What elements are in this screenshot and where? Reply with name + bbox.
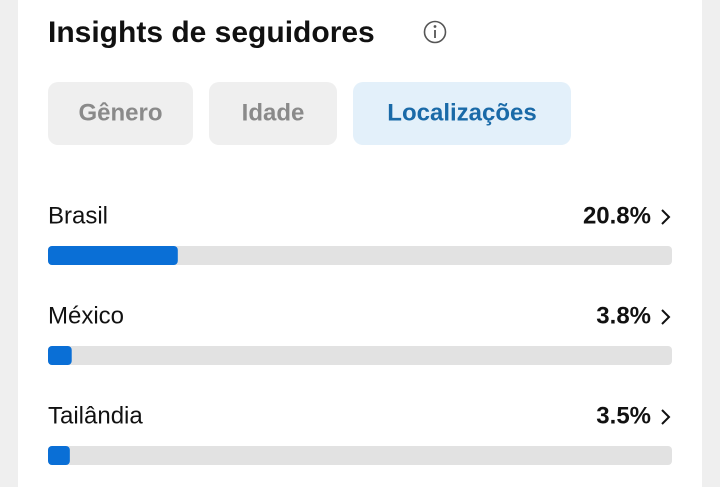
tab-selected[interactable]: Localizações <box>353 82 571 145</box>
location-name: México <box>48 302 124 329</box>
bar-track <box>48 446 672 465</box>
value-label: 3.8% <box>596 302 651 329</box>
bar <box>48 346 72 365</box>
section-title: Insights de seguidores <box>48 16 375 49</box>
bar-track <box>48 246 672 265</box>
tab-label: Localizações <box>387 99 536 126</box>
tab-label: Gênero <box>78 99 162 126</box>
bar <box>48 246 178 265</box>
location-name: Brasil <box>48 202 108 229</box>
tab[interactable]: Gênero <box>48 82 193 145</box>
value-label: 20.8% <box>583 202 651 229</box>
tab[interactable]: Idade <box>209 82 337 145</box>
card <box>18 0 702 487</box>
info-icon[interactable] <box>423 20 447 44</box>
chevron <box>661 409 671 425</box>
location-name: Tailândia <box>48 402 143 429</box>
bar-track <box>48 346 672 365</box>
chevron <box>661 309 671 325</box>
location-row[interactable]: México 3.8% <box>48 302 672 365</box>
tab-label: Idade <box>242 99 305 126</box>
bar <box>48 446 70 465</box>
location-row[interactable]: Tailândia 3.5% <box>48 402 672 465</box>
location-row[interactable]: Brasil 20.8% <box>48 202 672 265</box>
chevron <box>661 209 671 225</box>
location-list: Brasil 20.8% México 3.8% Tailândia 3.5% <box>48 202 672 465</box>
value-label: 3.5% <box>596 402 651 429</box>
